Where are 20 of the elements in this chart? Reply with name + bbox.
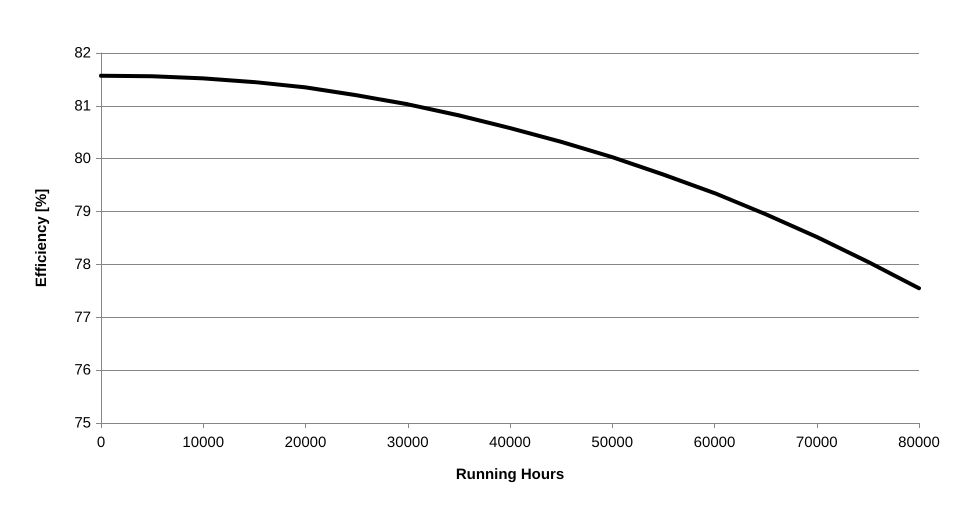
y-tick-label: 79 [74, 203, 91, 220]
y-tick-label: 81 [74, 97, 91, 114]
y-tick-label: 75 [74, 414, 91, 432]
y-tick-label: 80 [74, 150, 91, 168]
x-tick-label: 10000 [182, 434, 224, 451]
x-axis-title: Running Hours [456, 466, 564, 483]
y-tick-label: 76 [74, 362, 91, 379]
line-series [99, 74, 921, 290]
x-tick-label: 40000 [489, 434, 531, 451]
y-tick-label: 77 [74, 308, 91, 326]
x-tick-label: 20000 [284, 434, 326, 451]
x-tick-label: 0 [96, 434, 106, 451]
x-tick-label: 70000 [796, 434, 838, 451]
y-tick-label: 82 [74, 44, 91, 62]
y-tick-label: 78 [74, 256, 91, 273]
x-tick-label: 30000 [386, 434, 429, 451]
x-tick-label: 50000 [591, 434, 634, 451]
x-tick-label: 80000 [898, 434, 940, 451]
x-tick-label: 60000 [694, 434, 736, 451]
y-axis-title: Efficiency [%] [33, 188, 50, 288]
